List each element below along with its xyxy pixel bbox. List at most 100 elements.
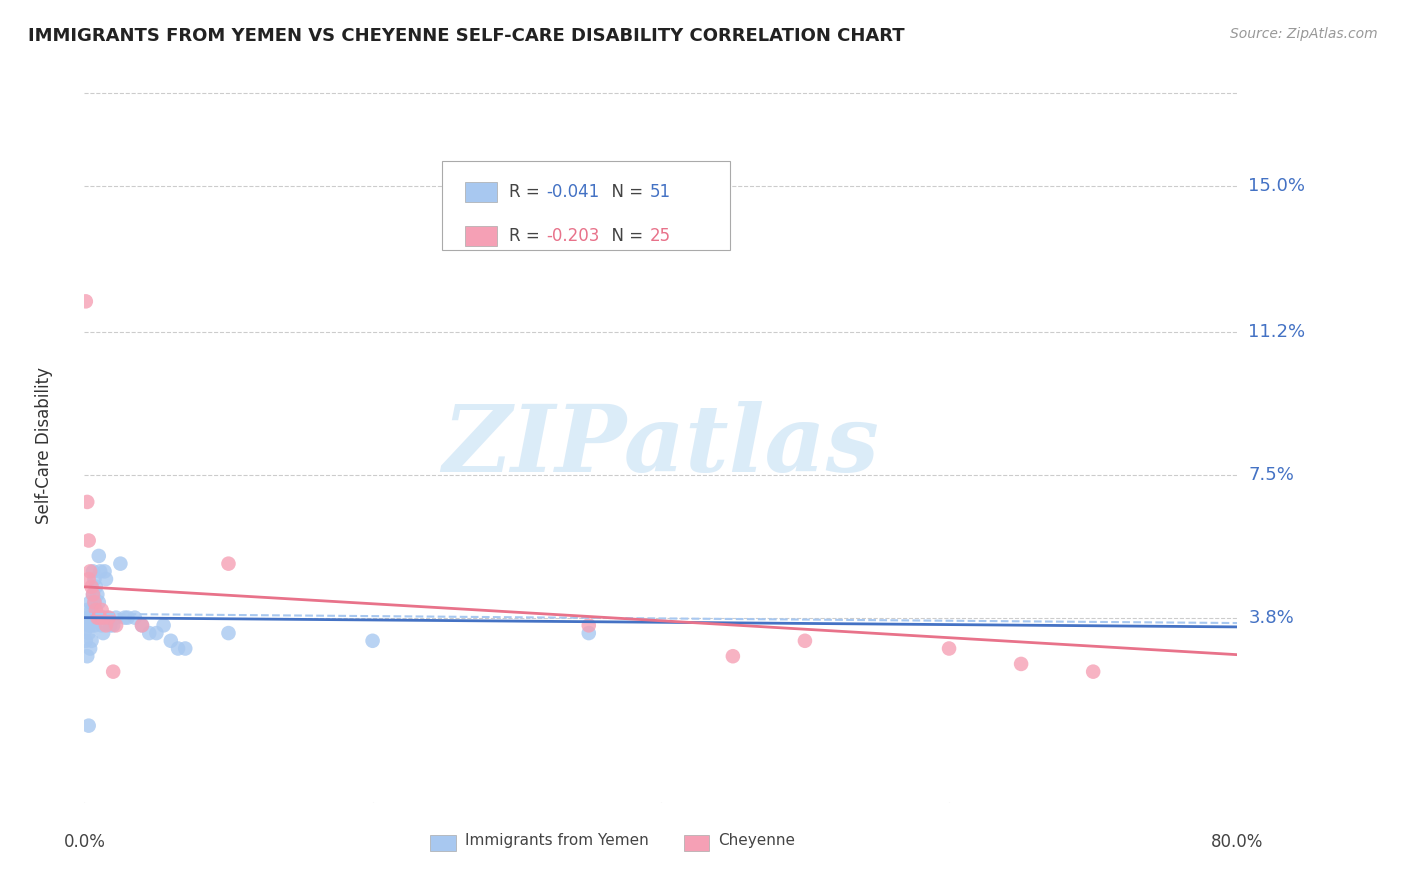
Point	[77, 626, 100, 640]
Point	[83, 595, 105, 609]
Text: N =: N =	[600, 227, 648, 245]
Point	[76, 495, 98, 509]
Text: 25: 25	[650, 227, 671, 245]
FancyBboxPatch shape	[441, 161, 730, 250]
Point	[361, 633, 384, 648]
Point	[80, 580, 103, 594]
Point	[938, 641, 960, 656]
Text: 7.5%: 7.5%	[1249, 466, 1295, 484]
Point	[131, 618, 153, 632]
Point	[84, 603, 107, 617]
Point	[84, 580, 107, 594]
Point	[578, 626, 600, 640]
Text: Source: ZipAtlas.com: Source: ZipAtlas.com	[1230, 27, 1378, 41]
Point	[77, 533, 100, 548]
Text: ZIPatlas: ZIPatlas	[443, 401, 879, 491]
Point	[721, 649, 744, 664]
FancyBboxPatch shape	[465, 227, 498, 246]
Text: R =: R =	[509, 183, 544, 201]
Point	[83, 595, 105, 609]
Point	[97, 610, 120, 624]
Point	[124, 610, 146, 624]
Point	[82, 610, 104, 624]
Point	[75, 633, 97, 648]
Point	[91, 610, 114, 624]
Point	[75, 294, 97, 309]
Point	[80, 618, 103, 632]
Text: Self-Care Disability: Self-Care Disability	[35, 368, 53, 524]
Point	[87, 595, 110, 609]
Point	[90, 603, 112, 617]
Text: 80.0%: 80.0%	[1211, 833, 1264, 851]
Point	[79, 610, 101, 624]
Point	[1010, 657, 1032, 671]
Point	[90, 618, 112, 632]
Point	[174, 641, 197, 656]
Point	[83, 572, 105, 586]
Point	[82, 565, 104, 579]
Text: 0.0%: 0.0%	[63, 833, 105, 851]
Point	[89, 610, 111, 624]
Point	[75, 622, 97, 636]
Point	[83, 618, 105, 632]
Point	[76, 649, 98, 664]
Point	[82, 587, 104, 601]
Point	[103, 618, 124, 632]
Text: 15.0%: 15.0%	[1249, 177, 1305, 194]
Point	[87, 610, 110, 624]
FancyBboxPatch shape	[465, 182, 498, 202]
Point	[152, 618, 174, 632]
Point	[218, 626, 240, 640]
Point	[77, 719, 100, 733]
Text: -0.203: -0.203	[547, 227, 600, 245]
Point	[578, 618, 600, 632]
Point	[79, 565, 101, 579]
Point	[84, 610, 107, 624]
FancyBboxPatch shape	[430, 835, 456, 851]
Point	[794, 633, 817, 648]
Point	[80, 603, 103, 617]
Point	[160, 633, 183, 648]
Text: R =: R =	[509, 227, 544, 245]
Point	[86, 610, 108, 624]
Point	[105, 618, 128, 632]
Point	[96, 610, 118, 624]
Point	[86, 610, 108, 624]
Text: -0.041: -0.041	[547, 183, 600, 201]
Point	[93, 565, 115, 579]
Point	[80, 633, 103, 648]
Point	[76, 603, 98, 617]
Point	[79, 595, 101, 609]
Point	[218, 557, 240, 571]
Point	[86, 587, 108, 601]
Point	[167, 641, 190, 656]
Text: 51: 51	[650, 183, 671, 201]
Point	[77, 572, 100, 586]
Point	[117, 610, 139, 624]
Point	[105, 610, 128, 624]
Point	[1083, 665, 1105, 679]
Point	[79, 641, 101, 656]
Point	[91, 626, 114, 640]
Point	[110, 557, 132, 571]
Point	[91, 610, 114, 624]
Text: 3.8%: 3.8%	[1249, 608, 1294, 627]
Text: 11.2%: 11.2%	[1249, 323, 1306, 342]
Point	[103, 665, 124, 679]
Point	[138, 626, 160, 640]
Point	[94, 572, 117, 586]
FancyBboxPatch shape	[683, 835, 709, 851]
Point	[94, 618, 117, 632]
Point	[89, 565, 111, 579]
Text: Immigrants from Yemen: Immigrants from Yemen	[465, 833, 648, 848]
Point	[87, 549, 110, 563]
Point	[76, 610, 98, 624]
Text: IMMIGRANTS FROM YEMEN VS CHEYENNE SELF-CARE DISABILITY CORRELATION CHART: IMMIGRANTS FROM YEMEN VS CHEYENNE SELF-C…	[28, 27, 904, 45]
Point	[77, 618, 100, 632]
Point	[114, 610, 136, 624]
Point	[131, 618, 153, 632]
Text: Cheyenne: Cheyenne	[718, 833, 796, 848]
Text: N =: N =	[600, 183, 648, 201]
Point	[98, 618, 121, 632]
Point	[145, 626, 167, 640]
